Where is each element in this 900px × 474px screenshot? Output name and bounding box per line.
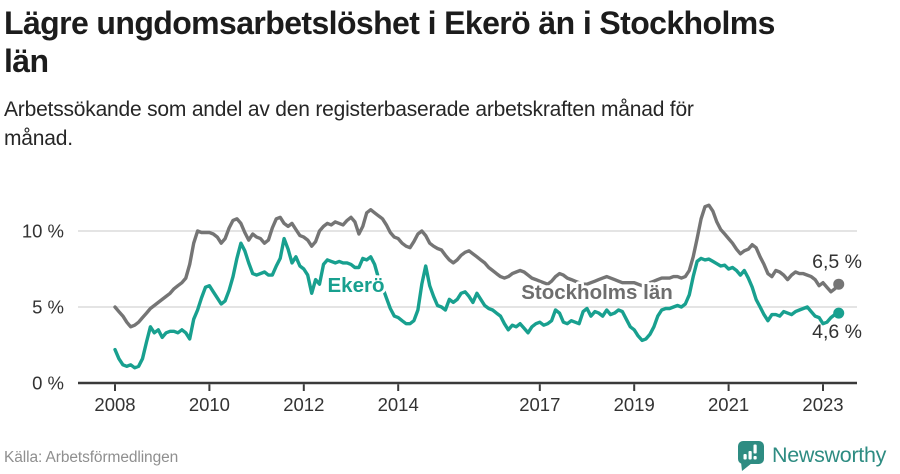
x-axis-tick-label: 2008 xyxy=(94,394,135,415)
source-note: Källa: Arbetsförmedlingen xyxy=(4,449,179,466)
x-axis-tick-label: 2023 xyxy=(802,394,843,415)
x-axis-tick-label: 2014 xyxy=(378,394,419,415)
end-value-label-ekero: 4,6 % xyxy=(812,321,862,343)
series-line-ekero xyxy=(113,236,841,370)
x-axis-tick-label: 2010 xyxy=(189,394,230,415)
page-title: Lägre ungdomsarbetslöshet i Ekerö än i S… xyxy=(4,5,775,79)
x-axis-tick-label: 2012 xyxy=(283,394,324,415)
x-axis-tick-label: 2017 xyxy=(519,394,560,415)
newsworthy-logo-icon xyxy=(738,441,764,471)
series-line-stockholms-lan xyxy=(113,203,841,329)
newsworthy-wordmark: Newsworthy xyxy=(772,443,887,467)
end-value-label-stockholms-lan: 6,5 % xyxy=(812,251,862,273)
series-end-dot-stockholms-lan xyxy=(833,278,845,290)
x-axis-tick-label: 2019 xyxy=(614,394,655,415)
series-end-dot-ekero xyxy=(833,307,845,319)
series-label-ekero: Ekerö xyxy=(328,274,385,297)
y-axis-tick-label: 10 % xyxy=(22,221,64,242)
x-axis-tick-label: 2021 xyxy=(708,394,749,415)
newsworthy-logo: Newsworthy xyxy=(736,439,896,473)
page-subtitle: Arbetssökande som andel av den registerb… xyxy=(4,98,694,150)
y-axis-tick-label: 5 % xyxy=(32,297,64,318)
series-label-stockholms-lan: Stockholms län xyxy=(521,281,673,304)
y-axis-tick-label: 0 % xyxy=(32,373,64,394)
